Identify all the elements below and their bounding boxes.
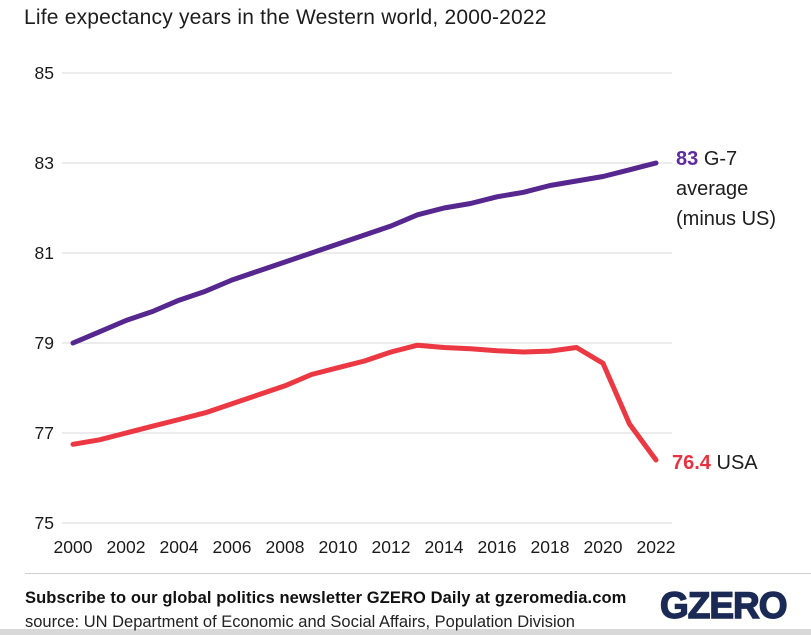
y-tick-label-75: 75 xyxy=(35,513,54,533)
y-tick-label-79: 79 xyxy=(35,333,54,353)
subscribe-text: Subscribe to our global politics newslet… xyxy=(25,589,627,607)
footer-divider xyxy=(25,573,811,574)
g7-end-value: 83 xyxy=(676,148,699,170)
usa-line xyxy=(70,342,659,463)
source-text: source: UN Department of Economic and So… xyxy=(25,613,575,631)
y-tick-label-77: 77 xyxy=(35,423,54,443)
x-tick-label-2008: 2008 xyxy=(266,537,305,557)
x-tick-label-2020: 2020 xyxy=(584,537,623,557)
x-tick-label-2006: 2006 xyxy=(213,537,252,557)
x-tick-label-2010: 2010 xyxy=(319,537,358,557)
x-tick-label-2014: 2014 xyxy=(425,537,464,557)
usa-label: USA xyxy=(716,452,758,474)
x-tick-label-2004: 2004 xyxy=(160,537,199,557)
gzero-logo: GZERO xyxy=(659,585,788,626)
usa-end-annotation: 76.4 USA xyxy=(672,448,758,478)
bottom-edge-bar xyxy=(0,629,811,635)
g7-end-annotation: 83 G-7 average (minus US) xyxy=(676,144,811,234)
y-tick-label-83: 83 xyxy=(35,153,54,173)
g7-annotation-line1: 83 G-7 xyxy=(676,144,811,174)
x-tick-label-2018: 2018 xyxy=(531,537,570,557)
y-tick-label-81: 81 xyxy=(35,243,54,263)
g7-label-part1: G-7 xyxy=(703,148,738,170)
g7-line xyxy=(70,160,659,346)
usa-end-value: 76.4 xyxy=(672,452,711,474)
g7-label-part3: (minus US) xyxy=(676,208,777,230)
y-tick-label-85: 85 xyxy=(35,63,54,83)
x-tick-label-2012: 2012 xyxy=(372,537,411,557)
x-tick-label-2022: 2022 xyxy=(637,537,676,557)
page-title: Life expectancy years in the Western wor… xyxy=(24,6,547,29)
x-tick-label-2000: 2000 xyxy=(54,537,93,557)
x-tick-label-2002: 2002 xyxy=(107,537,146,557)
g7-label-part2: average xyxy=(676,178,749,200)
x-tick-label-2016: 2016 xyxy=(478,537,517,557)
line-chart: 75 77 79 81 83 85 2000 2002 2004 2006 2008 2010 2012… xyxy=(35,63,676,557)
